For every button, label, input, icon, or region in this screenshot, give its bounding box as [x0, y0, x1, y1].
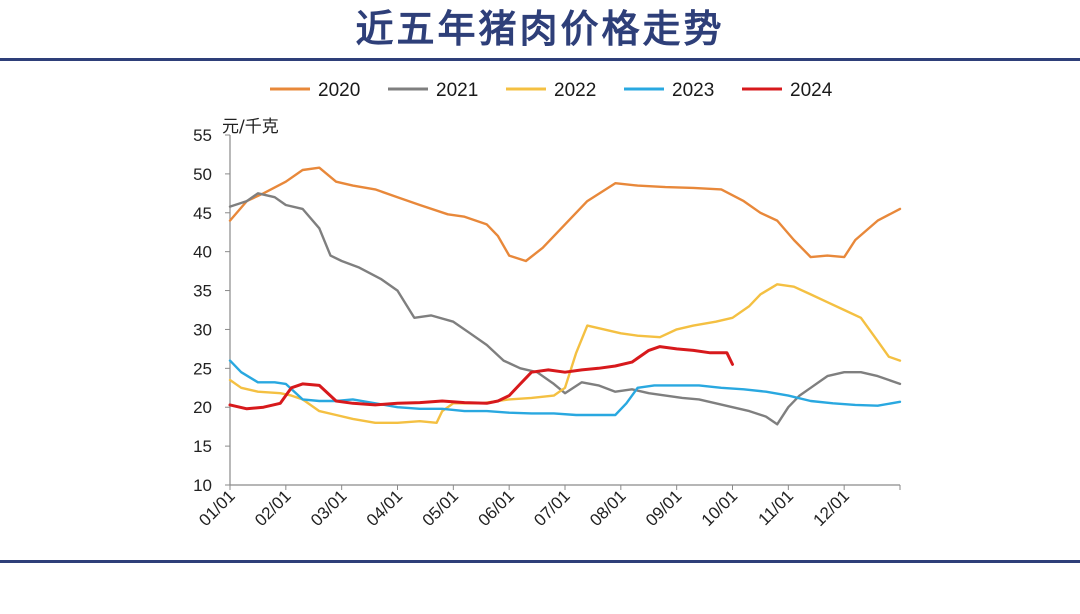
y-tick-label: 25 — [193, 359, 212, 378]
series-line-2021 — [228, 192, 902, 426]
legend-item-2024: 2024 — [742, 80, 833, 101]
x-tick-label: 07/01 — [530, 486, 574, 530]
x-tick-label: 10/01 — [698, 486, 742, 530]
series-line-2020 — [228, 166, 902, 263]
y-axis-unit-label: 元/千克 — [222, 117, 279, 137]
x-tick-label: 03/01 — [307, 486, 351, 530]
y-tick-label: 30 — [193, 320, 212, 339]
legend-item-2022: 2022 — [506, 80, 596, 101]
legend-item-2020: 2020 — [270, 80, 360, 101]
title-divider — [0, 58, 1080, 61]
y-tick-label: 20 — [193, 398, 212, 417]
legend-item-2021: 2021 — [388, 80, 478, 101]
legend-label: 2022 — [554, 80, 596, 101]
x-tick-label: 09/01 — [642, 486, 686, 530]
x-tick-label: 11/01 — [755, 486, 798, 529]
page-title: 近五年猪肉价格走势 — [355, 7, 725, 51]
legend-label: 2023 — [672, 80, 714, 101]
chart-legend: 2020 2021 2022 2023 2024 — [270, 80, 833, 101]
x-tick-label: 04/01 — [363, 486, 407, 530]
legend-item-2023: 2023 — [624, 80, 714, 101]
legend-label: 2024 — [790, 80, 833, 101]
y-tick-label: 15 — [193, 437, 212, 456]
y-tick-label: 50 — [193, 165, 212, 184]
x-tick-label: 05/01 — [419, 486, 463, 530]
y-tick-label: 10 — [193, 476, 212, 495]
y-tick-label: 35 — [193, 282, 212, 301]
x-tick-label: 06/01 — [474, 486, 518, 530]
series-layer — [228, 166, 902, 426]
series-line-2022 — [228, 283, 902, 424]
series-line-2024 — [228, 345, 734, 411]
x-tick-label: 12/01 — [809, 486, 853, 530]
x-tick-label: 08/01 — [586, 486, 630, 530]
y-tick-label: 40 — [193, 243, 212, 262]
legend-label: 2021 — [436, 80, 478, 101]
y-tick-label: 55 — [193, 126, 212, 145]
y-tick-label: 45 — [193, 204, 212, 223]
footer-divider — [0, 560, 1080, 563]
legend-label: 2020 — [318, 80, 360, 101]
series-line-2023 — [228, 359, 902, 417]
x-tick-label: 02/01 — [251, 486, 295, 530]
